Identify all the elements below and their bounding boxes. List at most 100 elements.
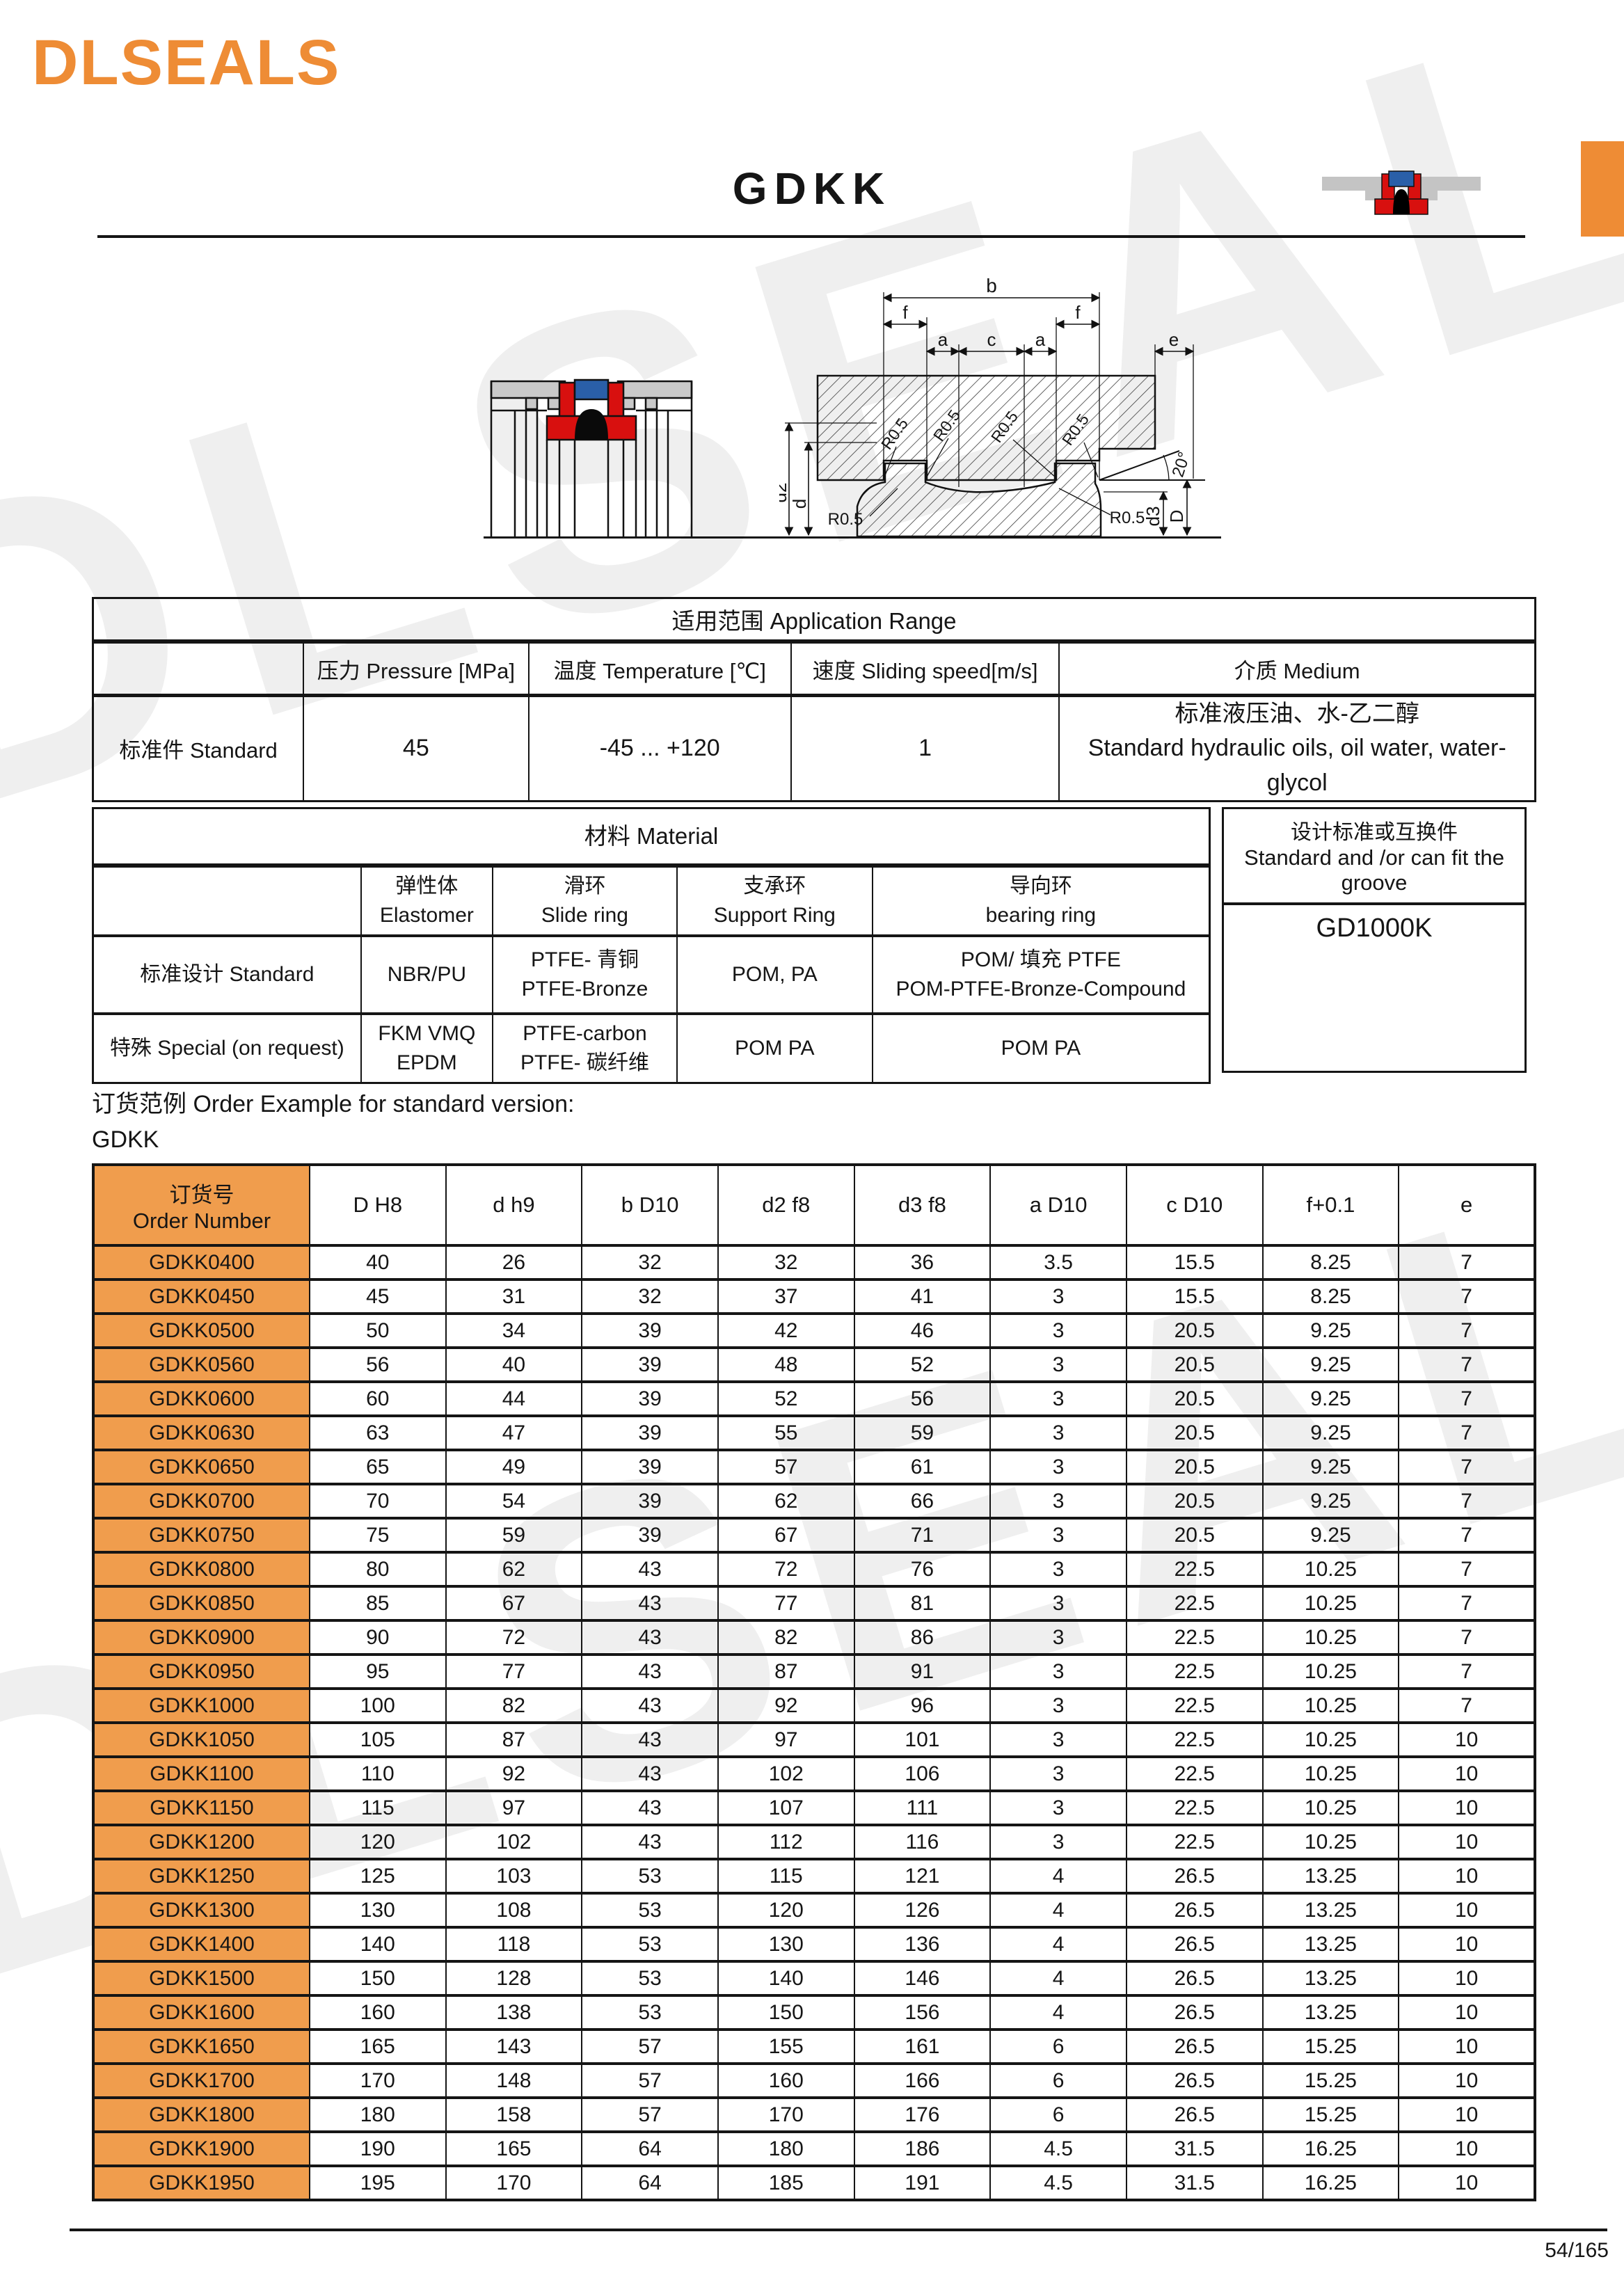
order-number-cell: GDKK1700 [93,2062,310,2099]
size-cell: 101 [853,1721,992,1758]
size-cell: 126 [853,1892,992,1929]
size-table-body: GDKK0400 40 26 32 32 36 3.5 15.5 8.25 7 GDKK0450 45… [93,1244,1536,2201]
size-cell: 103 [445,1858,583,1895]
size-cell: 115 [717,1858,855,1895]
size-cell: 16.25 [1261,2130,1400,2167]
size-cell: 31.5 [1125,2165,1264,2201]
size-cell: 3 [989,1585,1127,1622]
order-example: 订货范例 Order Example for standard version:… [92,1087,574,1158]
dim-label-c: c [987,329,996,350]
size-cell: 76 [853,1551,992,1588]
material-cell: POM, PA [676,935,873,1015]
order-number-cell: GDKK0650 [93,1449,310,1485]
order-number-cell: GDKK0850 [93,1585,310,1622]
size-cell: 10 [1398,2130,1536,2167]
table-row: GDKK0560 56 40 39 48 52 3 20.5 9.25 7 [93,1346,1536,1383]
size-cell: 158 [445,2096,583,2133]
order-number-cell: GDKK1900 [93,2130,310,2167]
medium-en: Standard hydraulic oils, oil water, wate… [1088,735,1506,796]
order-number-cell: GDKK1800 [93,2096,310,2133]
size-cell: 66 [853,1483,992,1520]
order-number-cell: GDKK1000 [93,1687,310,1724]
size-cell: 15.25 [1261,2096,1400,2133]
size-cell: 49 [445,1449,583,1485]
size-cell: 9.25 [1261,1483,1400,1520]
size-cell: 39 [581,1346,719,1383]
size-cell: 39 [581,1517,719,1554]
size-cell: 7 [1398,1517,1536,1554]
table-row: GDKK1900 190 165 64 180 186 4.5 31.5 16.25 10 [93,2130,1536,2167]
col-header-order-number: 订货号 Order Number [93,1163,310,1247]
size-cell: 120 [308,1824,447,1860]
size-cell: 125 [308,1858,447,1895]
size-cell: 96 [853,1687,992,1724]
col-header-a: a D10 [989,1163,1127,1247]
table-row: GDKK1000 100 82 43 92 96 3 22.5 10.25 7 [93,1687,1536,1724]
size-cell: 7 [1398,1449,1536,1485]
size-cell: 22.5 [1125,1824,1264,1860]
size-cell: 6 [989,2028,1127,2065]
dim-label-d3: d3 [1143,507,1163,527]
size-cell: 32 [717,1244,855,1281]
size-cell: 95 [308,1653,447,1690]
size-cell: 91 [853,1653,992,1690]
col-header-D: D H8 [308,1163,447,1247]
size-cell: 186 [853,2130,992,2167]
size-cell: 3 [989,1517,1127,1554]
row-label-special: 特殊 Special (on request) [92,1013,362,1084]
order-number-cell: GDKK1200 [93,1824,310,1860]
col-header-b: b D10 [581,1163,719,1247]
size-cell: 170 [308,2062,447,2099]
size-cell: 22.5 [1125,1585,1264,1622]
table-row: GDKK1950 195 170 64 185 191 4.5 31.5 16.25 10 [93,2165,1536,2201]
size-cell: 92 [445,1755,583,1792]
table-row: GDKK0630 63 47 39 55 59 3 20.5 9.25 7 [93,1414,1536,1451]
size-cell: 70 [308,1483,447,1520]
application-range-title: 适用范围 Application Range [92,597,1536,644]
size-cell: 120 [717,1892,855,1929]
order-number-cell: GDKK0630 [93,1414,310,1451]
table-row: GDKK0650 65 49 39 57 61 3 20.5 9.25 7 [93,1449,1536,1485]
size-cell: 81 [853,1585,992,1622]
order-number-cell: GDKK0750 [93,1517,310,1554]
size-cell: 26.5 [1125,2096,1264,2133]
size-cell: 65 [308,1449,447,1485]
size-cell: 39 [581,1449,719,1485]
size-cell: 60 [308,1380,447,1417]
size-cell: 9.25 [1261,1346,1400,1383]
size-cell: 46 [853,1312,992,1349]
size-cell: 3 [989,1483,1127,1520]
size-cell: 10 [1398,1926,1536,1963]
speed-value: 1 [790,694,1060,802]
size-cell: 13.25 [1261,1960,1400,1997]
size-cell: 52 [853,1346,992,1383]
brand-logo: DLSEALS [32,27,341,98]
row-label-standard: 标准件 Standard [92,694,305,802]
size-cell: 26 [445,1244,583,1281]
table-row: GDKK1300 130 108 53 120 126 4 26.5 13.25 10 [93,1892,1536,1929]
size-cell: 9.25 [1261,1517,1400,1554]
table-row: GDKK1600 160 138 53 150 156 4 26.5 13.25 10 [93,1994,1536,2031]
size-cell: 102 [445,1824,583,1860]
size-cell: 64 [581,2130,719,2167]
size-cell: 6 [989,2062,1127,2099]
size-cell: 13.25 [1261,1994,1400,2031]
size-cell: 3 [989,1653,1127,1690]
size-cell: 7 [1398,1687,1536,1724]
size-cell: 32 [581,1278,719,1315]
size-cell: 53 [581,1994,719,2031]
size-cell: 4.5 [989,2165,1127,2201]
dim-label-a: a [938,329,948,350]
material-cell: FKM VMQ EPDM [360,1013,494,1084]
order-number-cell: GDKK0400 [93,1244,310,1281]
order-number-cell: GDKK0800 [93,1551,310,1588]
size-cell: 22.5 [1125,1755,1264,1792]
page-title: GDKK [732,164,892,214]
size-cell: 37 [717,1278,855,1315]
size-cell: 39 [581,1380,719,1417]
size-cell: 107 [717,1789,855,1826]
medium-value: 标准液压油、水-乙二醇 Standard hydraulic oils, oil… [1058,694,1536,802]
radius-label: R0.5 [828,510,863,529]
table-row: GDKK0450 45 31 32 37 41 3 15.5 8.25 7 [93,1278,1536,1315]
